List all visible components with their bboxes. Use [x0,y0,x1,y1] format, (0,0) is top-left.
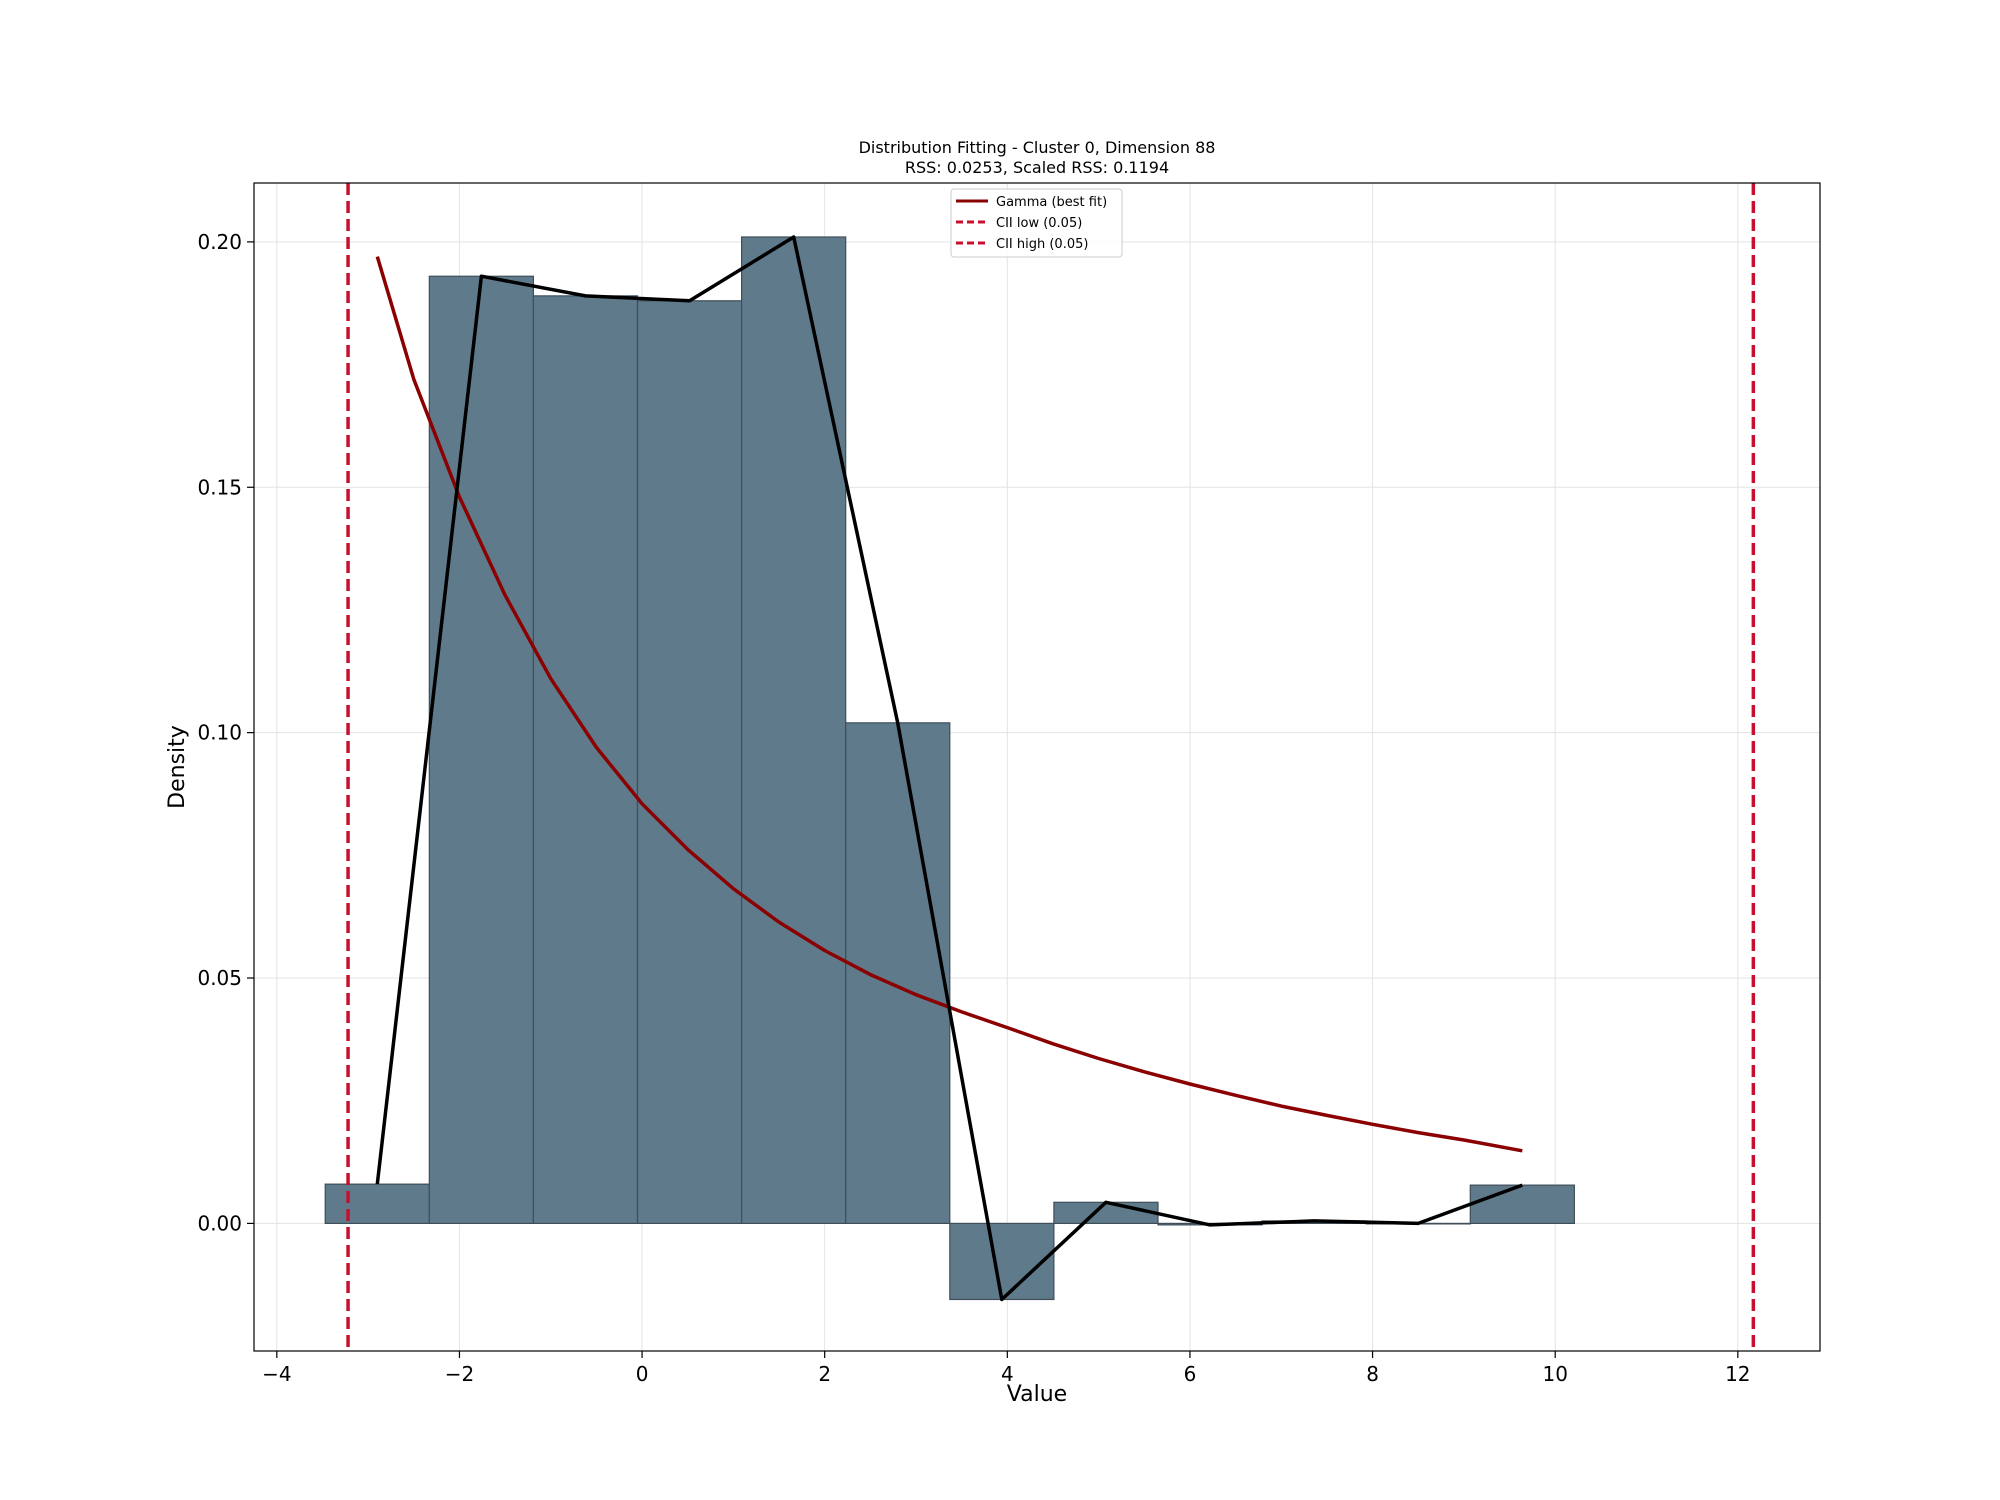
x-tick-label: 6 [1184,1362,1197,1386]
legend-box [950,188,1123,258]
empirical-density-line [375,235,1523,1302]
x-tick-label: 4 [1001,1362,1014,1386]
x-tick-label: 0 [636,1362,649,1386]
histogram-bar [636,300,743,1225]
legend-gamma-label: Gamma (best fit) [996,195,1107,210]
histogram-bar [949,1222,1055,1301]
y-tick-label: 0.20 [197,230,242,254]
histogram-bar [741,236,847,1225]
legend: Gamma (best fit) CII low (0.05) CII high… [950,188,1123,258]
x-tick-label: −4 [262,1362,291,1386]
y-axis-ticks: 0.00 0.05 0.10 0.15 0.20 [197,230,254,1235]
y-tick-label: 0.00 [197,1211,242,1235]
histogram-bar [845,722,951,1225]
x-axis-label: Value [1007,1382,1067,1407]
y-tick-label: 0.15 [197,475,242,499]
plot-frame [253,182,1821,1352]
legend-cii-low-label: CII low (0.05) [996,216,1082,231]
x-tick-label: 2 [818,1362,831,1386]
x-tick-label: 8 [1366,1362,1379,1386]
gamma-fit-line [375,256,1523,1153]
y-tick-label: 0.05 [197,966,242,990]
legend-cii-high-label: CII high (0.05) [996,237,1088,252]
x-tick-label: −2 [445,1362,474,1386]
y-axis-label: Density [165,725,190,809]
histogram-bar [532,295,639,1225]
x-axis-ticks: −4 −2 0 2 4 6 8 10 12 [262,1351,1751,1386]
histogram-bar [324,1183,430,1225]
x-tick-label: 10 [1542,1362,1567,1386]
series-lines [375,235,1523,1302]
y-tick-label: 0.10 [197,721,242,745]
chart-subtitle: RSS: 0.0253, Scaled RSS: 0.1194 [905,158,1169,177]
histogram-bar [1053,1201,1159,1225]
confidence-lines [346,183,1756,1351]
histogram-bar [1469,1184,1575,1225]
histogram-bars [324,236,1575,1301]
x-tick-label: 12 [1725,1362,1750,1386]
chart-title: Distribution Fitting - Cluster 0, Dimens… [859,138,1216,157]
histogram-bar [428,275,535,1225]
